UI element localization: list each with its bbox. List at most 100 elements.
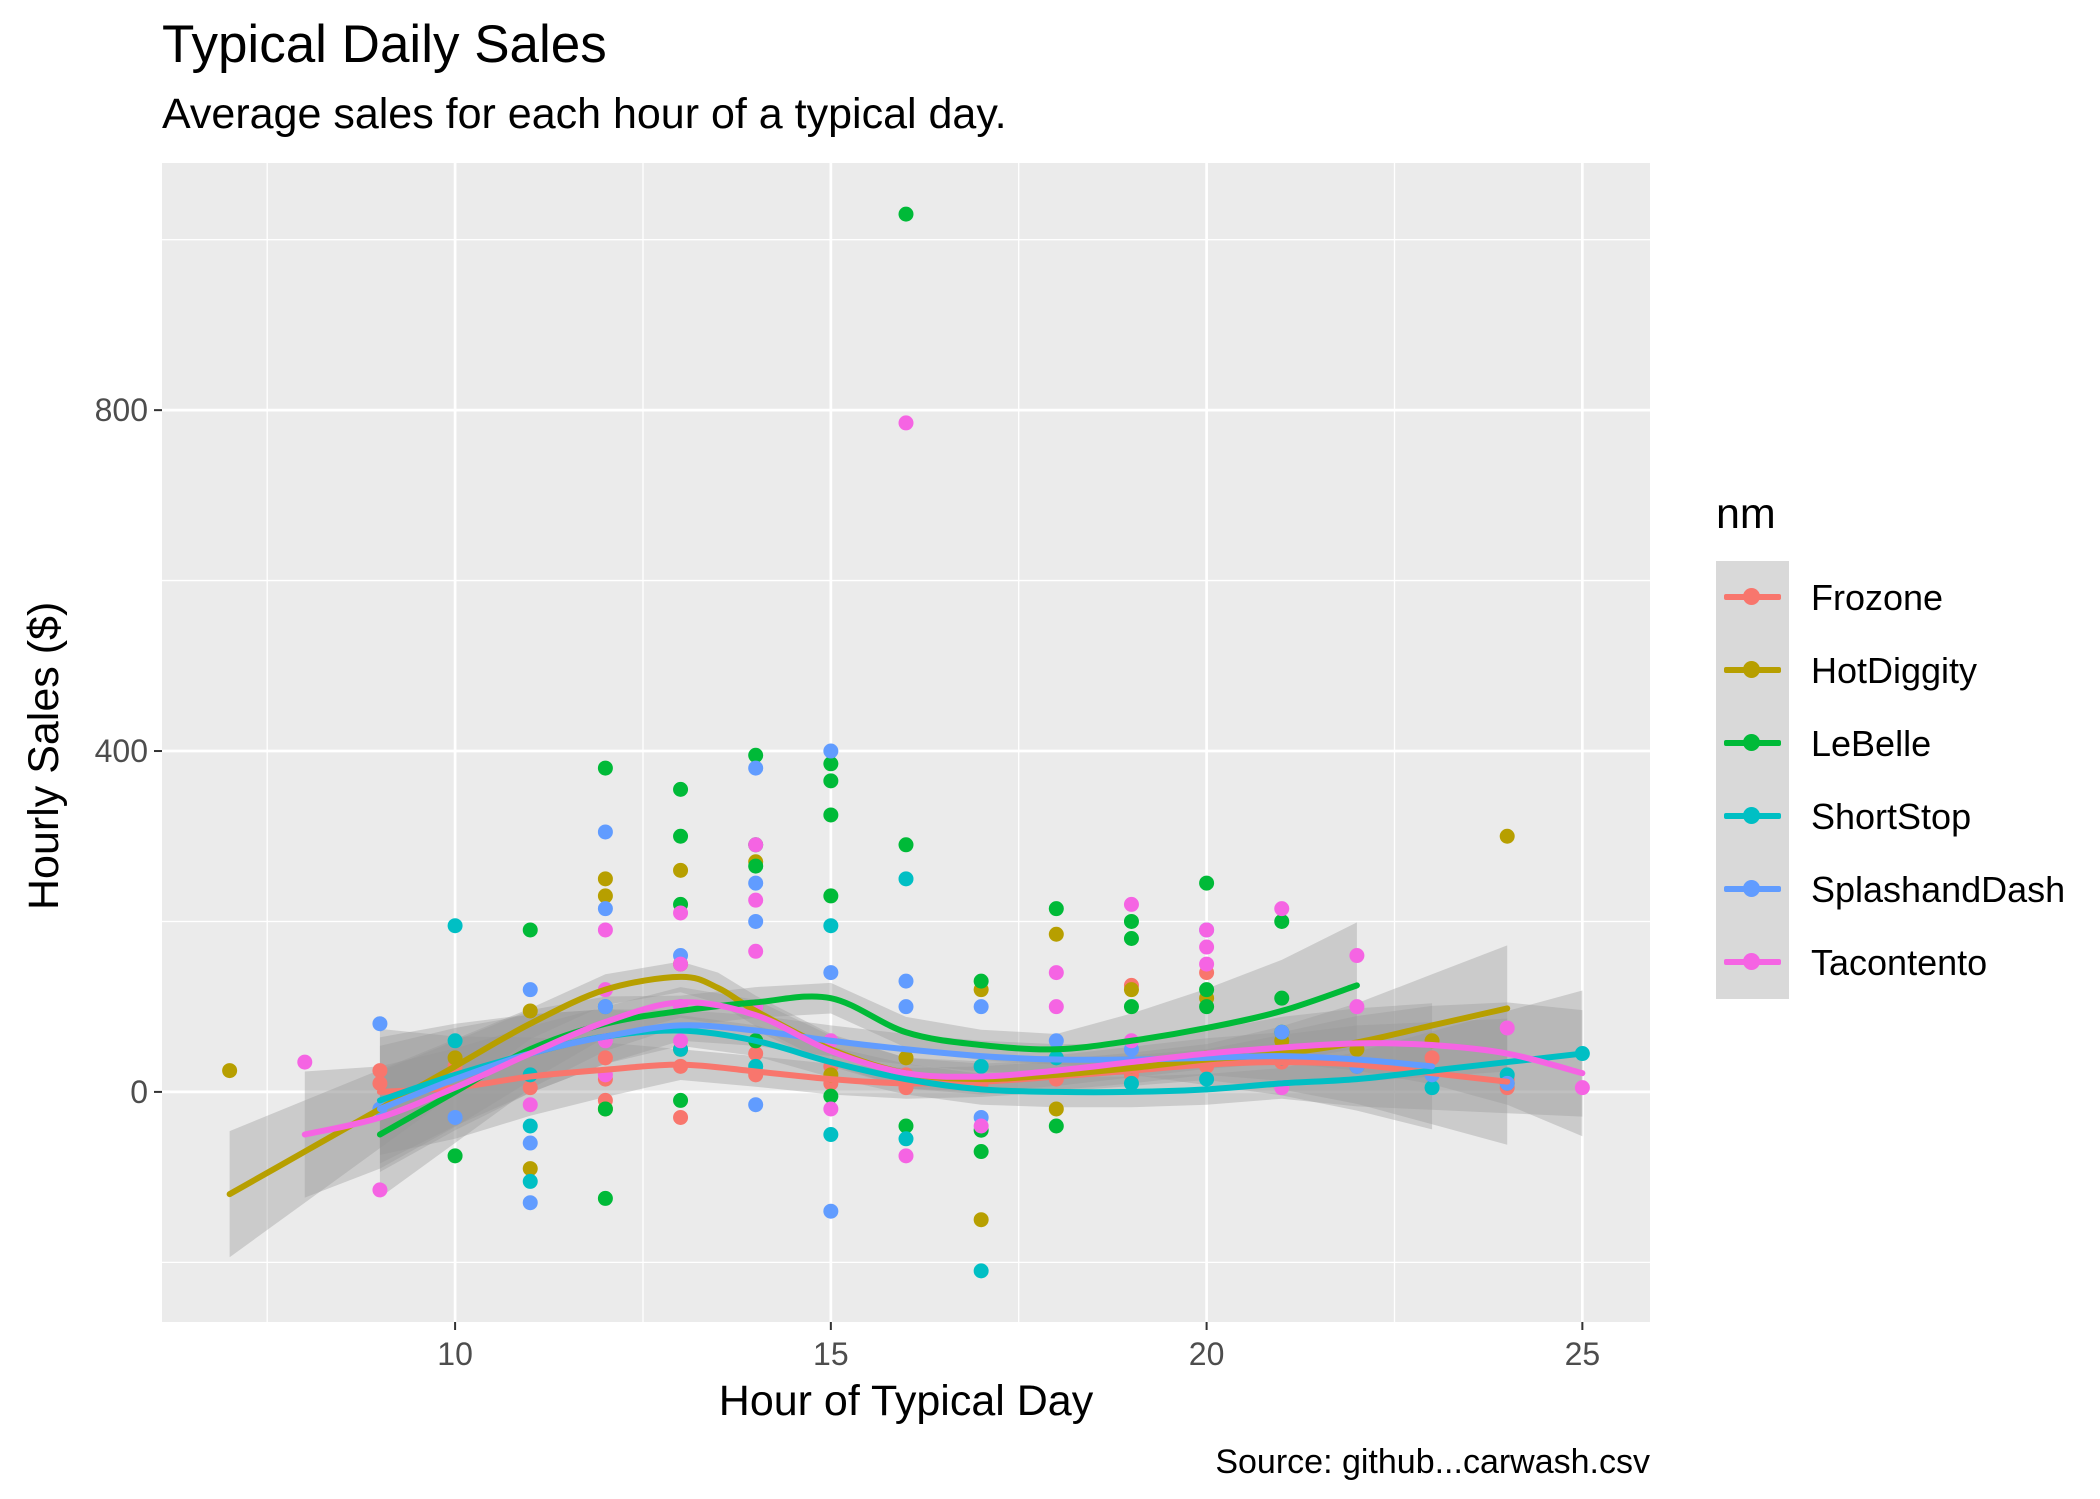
- data-point: [898, 837, 914, 853]
- legend-label: HotDiggity: [1811, 649, 1978, 691]
- x-tick-label: 15: [813, 1336, 849, 1372]
- data-point: [1123, 931, 1139, 947]
- data-point: [522, 1080, 538, 1096]
- data-point: [673, 905, 689, 921]
- data-point: [1199, 999, 1215, 1015]
- legend-swatch: [1716, 561, 1789, 634]
- y-tick-label: 400: [95, 733, 148, 769]
- data-point: [748, 913, 764, 929]
- data-point: [748, 943, 764, 959]
- data-point: [673, 1109, 689, 1125]
- legend-label: LeBelle: [1811, 722, 1932, 764]
- data-point: [748, 858, 764, 874]
- data-point: [973, 1144, 989, 1160]
- legend-swatch: [1716, 926, 1789, 999]
- data-point: [898, 1131, 914, 1147]
- chart-subtitle: Average sales for each hour of a typical…: [162, 90, 1007, 138]
- data-point: [973, 1118, 989, 1134]
- data-point: [1424, 1050, 1440, 1066]
- data-point: [1048, 999, 1064, 1015]
- data-point: [1048, 965, 1064, 981]
- legend-swatch-point: [1743, 734, 1760, 751]
- data-point: [522, 1135, 538, 1151]
- x-tick-label: 10: [437, 1336, 473, 1372]
- y-axis-label: Hourly Sales ($): [20, 601, 68, 910]
- data-point: [372, 1063, 388, 1079]
- data-point: [597, 999, 613, 1015]
- data-point: [973, 1263, 989, 1279]
- data-point: [1123, 913, 1139, 929]
- data-point: [673, 781, 689, 797]
- data-point: [898, 1148, 914, 1164]
- data-point: [823, 918, 839, 934]
- data-point: [522, 1097, 538, 1113]
- data-point: [372, 1016, 388, 1032]
- data-point: [1499, 1020, 1515, 1036]
- data-point: [1123, 982, 1139, 998]
- legend-swatch: [1716, 853, 1789, 926]
- data-point: [1274, 901, 1290, 917]
- data-point: [597, 1190, 613, 1206]
- x-axis-label: Hour of Typical Day: [718, 1377, 1094, 1425]
- smooth-lines: [226, 973, 1586, 1198]
- data-point: [447, 1148, 463, 1164]
- data-point: [673, 1033, 689, 1049]
- legend-item: Frozone: [1716, 561, 2065, 634]
- data-point: [673, 828, 689, 844]
- data-point: [973, 973, 989, 989]
- data-point: [1048, 1118, 1064, 1134]
- legend: nm Frozone HotDiggity LeBelle ShortStop Spla…: [1716, 490, 2065, 999]
- data-point: [823, 743, 839, 759]
- legend-swatch-point: [1743, 880, 1760, 897]
- legend-swatch-point: [1743, 807, 1760, 824]
- data-point: [898, 415, 914, 431]
- data-point: [748, 892, 764, 908]
- data-point: [597, 1101, 613, 1117]
- data-point: [1199, 922, 1215, 938]
- data-point: [597, 901, 613, 917]
- data-point: [973, 1058, 989, 1074]
- data-point: [823, 756, 839, 772]
- data-point: [898, 1118, 914, 1134]
- legend-item: Tacontento: [1716, 926, 2065, 999]
- confidence-band: [379, 1003, 1433, 1173]
- legend-item: HotDiggity: [1716, 634, 2065, 707]
- data-point: [597, 871, 613, 887]
- smooth-line: [301, 999, 1586, 1138]
- data-point: [898, 206, 914, 222]
- data-point: [522, 1118, 538, 1134]
- legend-keys: Frozone HotDiggity LeBelle ShortStop Splasha…: [1716, 561, 2065, 999]
- y-tick-label: 800: [95, 392, 148, 428]
- data-point: [372, 1075, 388, 1091]
- y-tick-label: 0: [130, 1074, 148, 1110]
- data-point: [823, 1088, 839, 1104]
- data-point: [1199, 1071, 1215, 1087]
- data-point: [1199, 939, 1215, 955]
- data-point: [1274, 990, 1290, 1006]
- data-point: [1499, 828, 1515, 844]
- data-point: [597, 1050, 613, 1066]
- chart-caption: Source: github...carwash.csv: [1215, 1443, 1650, 1481]
- data-point: [447, 1109, 463, 1125]
- data-point: [447, 1033, 463, 1049]
- data-point: [597, 760, 613, 776]
- legend-item: SplashandDash: [1716, 853, 2065, 926]
- legend-label: Tacontento: [1811, 941, 1988, 983]
- data-point: [522, 1161, 538, 1177]
- data-point: [522, 1195, 538, 1211]
- data-point: [447, 918, 463, 934]
- data-point: [823, 773, 839, 789]
- data-point: [1574, 1080, 1590, 1096]
- data-point: [522, 982, 538, 998]
- data-point: [1048, 1101, 1064, 1117]
- data-point: [898, 1050, 914, 1066]
- data-point: [522, 1003, 538, 1019]
- legend-label: Frozone: [1811, 576, 1944, 618]
- chart-title: Typical Daily Sales: [162, 15, 607, 74]
- data-point: [1123, 999, 1139, 1015]
- smooth-line: [376, 982, 1360, 1138]
- x-tick-label: 20: [1189, 1336, 1225, 1372]
- data-point: [1274, 913, 1290, 929]
- data-point: [973, 1212, 989, 1228]
